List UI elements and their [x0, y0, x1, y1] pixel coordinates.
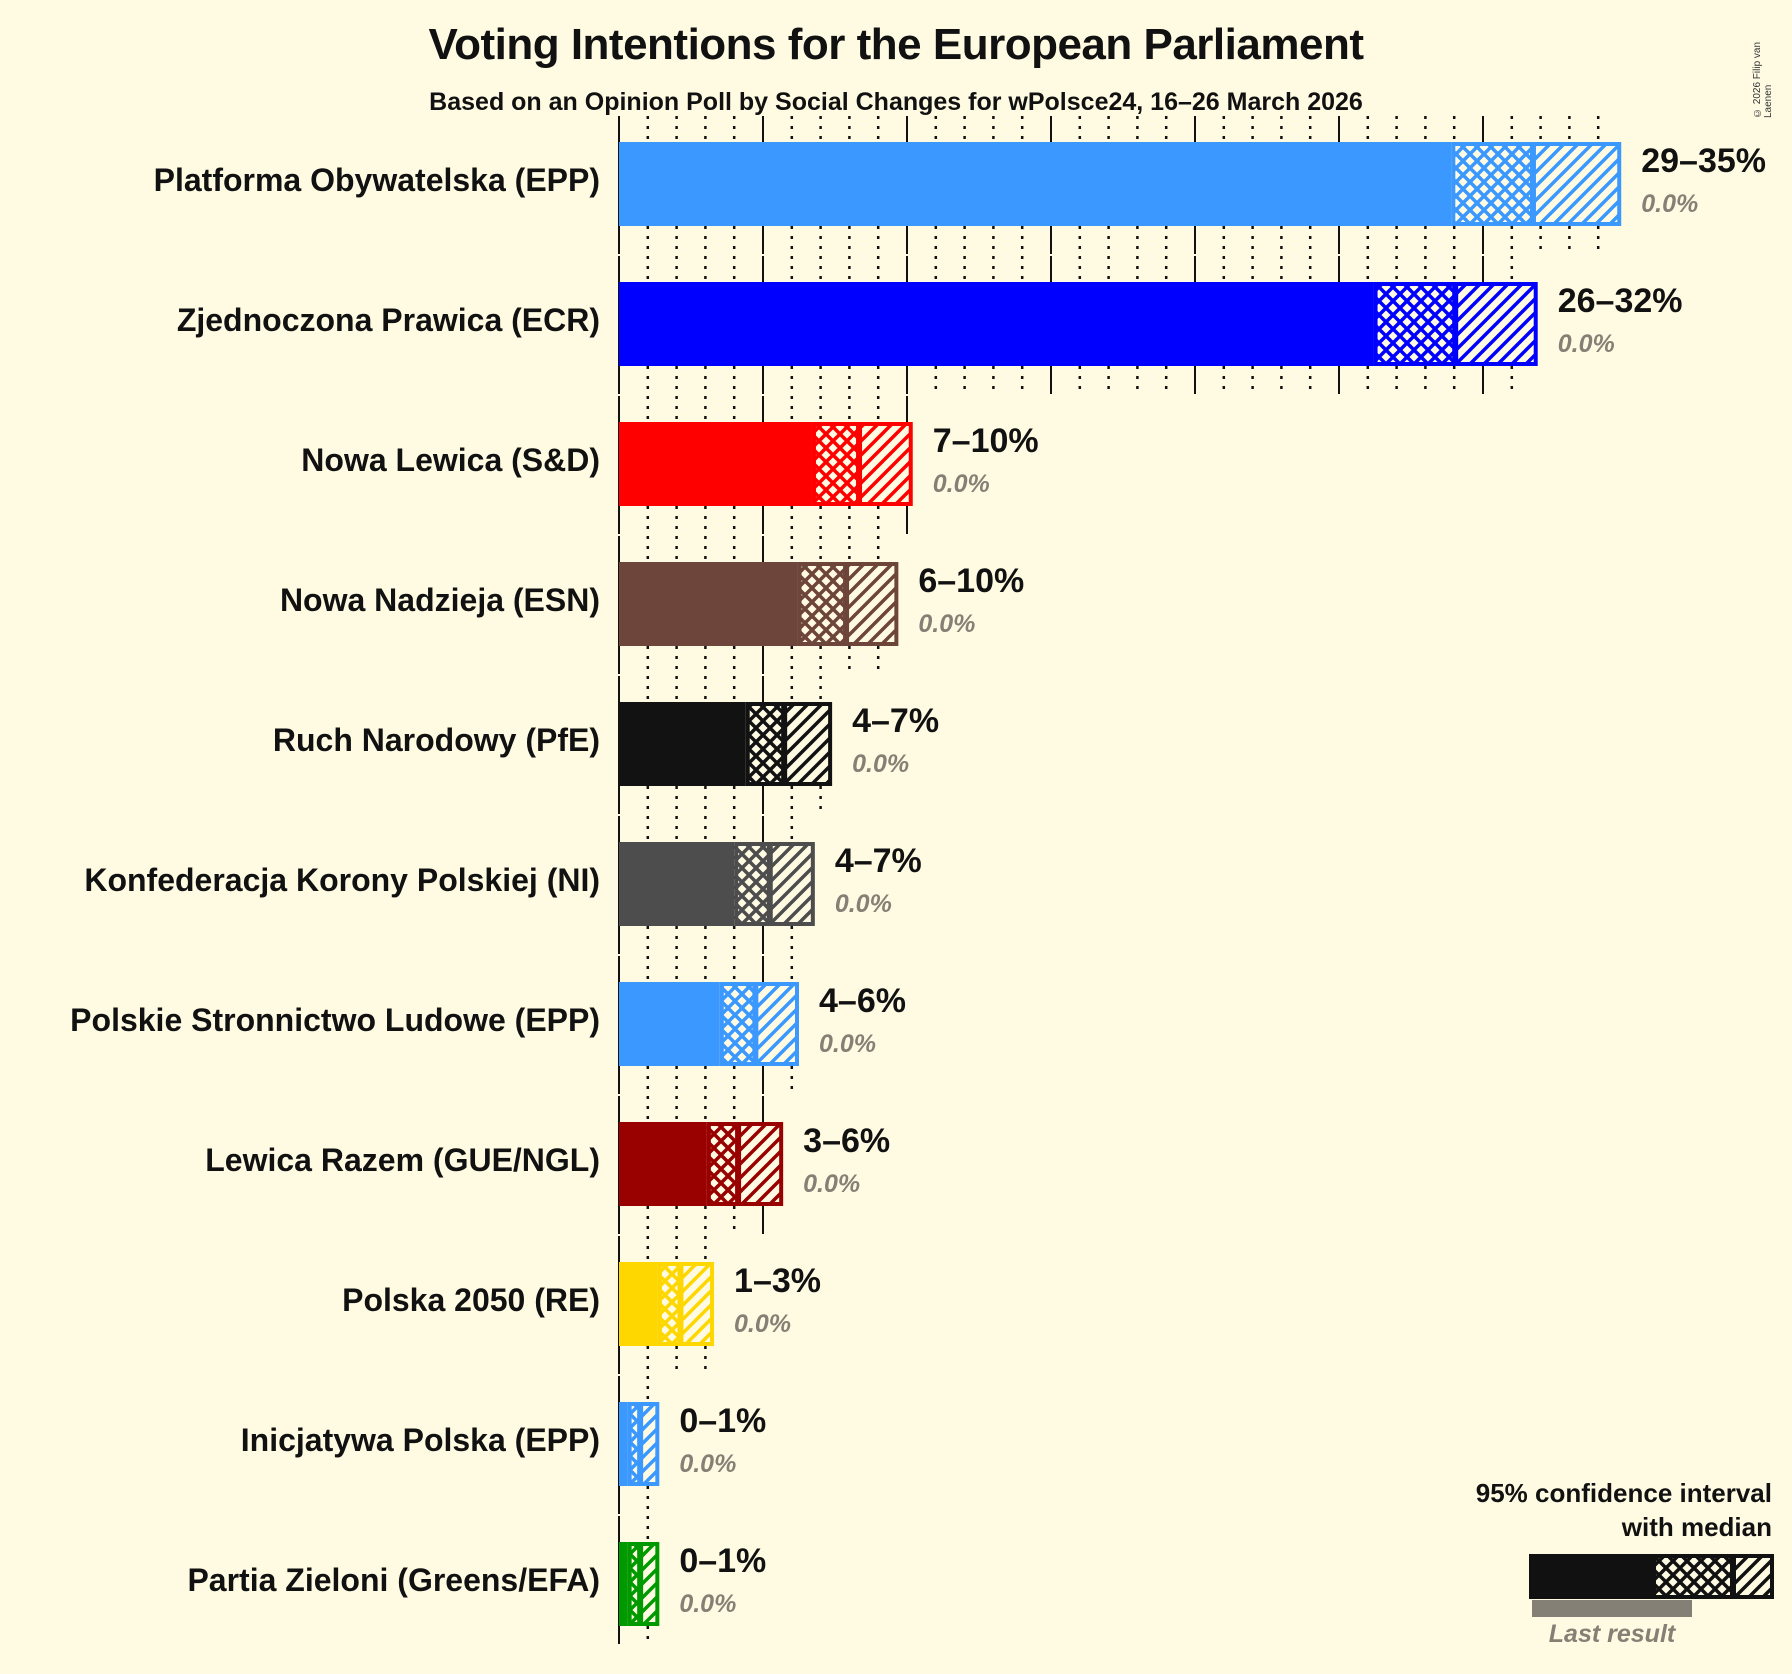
bar-ci-median-high: [783, 702, 833, 786]
legend-title: 95% confidence interval with median: [1476, 1476, 1772, 1544]
bar-row: [618, 256, 1538, 394]
ci-range-label: 3–6%: [803, 1122, 891, 1160]
ci-range-label: 0–1%: [679, 1402, 767, 1440]
last-result-label: 0.0%: [734, 1310, 792, 1338]
last-result-label: 0.0%: [932, 470, 990, 498]
party-label: Konfederacja Korony Polskiej (NI): [84, 862, 600, 898]
last-result-label: 0.0%: [679, 1590, 737, 1618]
legend-last-result-bar: [1532, 1600, 1692, 1617]
last-result-label: 0.0%: [803, 1170, 861, 1198]
bar-ci-low-median: [734, 842, 771, 926]
bar-ci-median-high: [1531, 142, 1622, 226]
bar-ci-low-median: [627, 1542, 642, 1626]
chart-subtitle: Based on an Opinion Poll by Social Chang…: [429, 88, 1363, 116]
legend-hatch: [1732, 1554, 1774, 1599]
bar-ci-median-high: [1454, 282, 1538, 366]
chart-title: Voting Intentions for the European Parli…: [428, 20, 1364, 69]
ci-range-label: 4–6%: [819, 982, 906, 1020]
bar-ci-median-high: [768, 842, 815, 926]
bar-solid: [619, 1542, 628, 1626]
bar-row: [618, 116, 1622, 254]
bar-ci-low-median: [719, 982, 757, 1066]
bar-ci-median-high: [737, 1122, 784, 1206]
party-label: Ruch Narodowy (PfE): [272, 722, 600, 758]
ci-range-label: 26–32%: [1557, 282, 1683, 320]
party-label: Polska 2050 (RE): [342, 1282, 600, 1318]
bar-ci-median-high: [639, 1402, 660, 1486]
bar-row: [618, 816, 815, 954]
bar-solid: [619, 562, 798, 646]
bar-solid: [619, 842, 735, 926]
last-result-label: 0.0%: [1557, 330, 1615, 358]
bar-ci-low-median: [1451, 142, 1534, 226]
bar-row: [618, 1096, 784, 1234]
bar-solid: [619, 282, 1374, 366]
ci-range-label: 6–10%: [918, 562, 1025, 600]
legend-title-line2: with median: [1621, 1512, 1772, 1542]
last-result-label: 0.0%: [679, 1450, 737, 1478]
last-result-label: 0.0%: [918, 610, 976, 638]
bar-row: [618, 536, 899, 674]
bar-ci-low-median: [627, 1402, 642, 1486]
ci-range-label: 0–1%: [679, 1542, 767, 1580]
bar-row: [618, 676, 833, 814]
ci-range-label: 4–7%: [834, 842, 922, 880]
bar-solid: [619, 1402, 628, 1486]
bar-ci-median-high: [639, 1542, 660, 1626]
last-result-label: 0.0%: [1641, 190, 1699, 218]
bar-ci-median-high: [845, 562, 899, 646]
ci-range-label: 7–10%: [932, 422, 1039, 460]
bar-row: [618, 396, 913, 534]
ci-range-label: 1–3%: [734, 1262, 821, 1300]
party-label: Nowa Lewica (S&D): [301, 442, 600, 478]
ci-range-label: 29–35%: [1641, 142, 1767, 180]
bar-ci-median-high: [754, 982, 799, 1066]
last-result-label: 0.0%: [819, 1030, 876, 1058]
legend-last-result-label: Last result: [1548, 1620, 1676, 1648]
ci-range-label: 4–7%: [852, 702, 940, 740]
bar-row: [618, 1516, 660, 1644]
legend-swatch: [1529, 1554, 1774, 1617]
party-label: Inicjatywa Polska (EPP): [240, 1422, 600, 1458]
last-result-label: 0.0%: [834, 890, 892, 918]
party-label: Polskie Stronnictwo Ludowe (EPP): [70, 1002, 600, 1038]
last-result-label: 0.0%: [852, 750, 910, 778]
bar-ci-median-high: [679, 1262, 715, 1346]
legend-solid: [1529, 1554, 1653, 1599]
bar-solid: [619, 702, 746, 786]
bar-ci-low-median: [1373, 282, 1457, 366]
legend-title-line1: 95% confidence interval: [1475, 1478, 1772, 1508]
bar-solid: [619, 1122, 707, 1206]
party-label: Platforma Obywatelska (EPP): [153, 162, 600, 198]
bar-row: [618, 1236, 715, 1374]
party-label: Partia Zieloni (Greens/EFA): [187, 1562, 600, 1598]
bar-ci-median-high: [858, 422, 913, 506]
legend-crosshatch: [1652, 1554, 1734, 1599]
bar-ci-low-median: [657, 1262, 682, 1346]
bar-solid: [619, 422, 812, 506]
bar-solid: [619, 142, 1452, 226]
party-label: Zjednoczona Prawica (ECR): [176, 302, 600, 338]
bar-ci-low-median: [706, 1122, 740, 1206]
bar-solid: [619, 982, 720, 1066]
bar-ci-low-median: [797, 562, 848, 646]
party-label: Lewica Razem (GUE/NGL): [205, 1142, 600, 1178]
bar-ci-low-median: [811, 422, 861, 506]
bar-solid: [619, 1262, 658, 1346]
bar-row: [618, 956, 799, 1094]
bar-ci-low-median: [745, 702, 786, 786]
bar-row: [618, 1376, 660, 1514]
party-label: Nowa Nadzieja (ESN): [279, 582, 600, 618]
